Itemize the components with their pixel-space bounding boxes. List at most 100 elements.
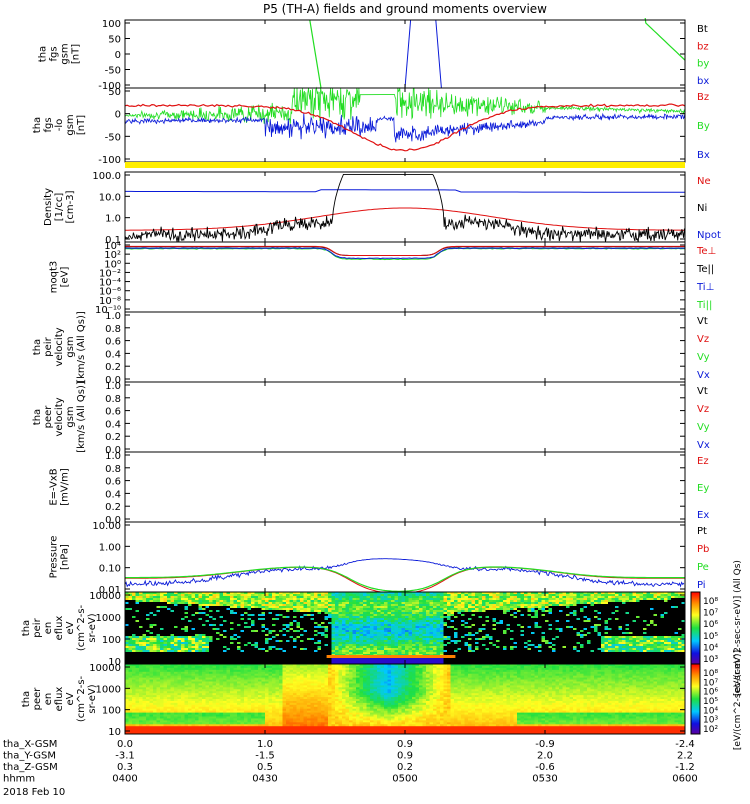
series-pi	[125, 559, 684, 587]
series-bx	[433, 20, 441, 88]
series-pe	[125, 567, 685, 591]
series-ti-perp	[125, 248, 685, 259]
ylabel-line: tha	[32, 409, 43, 425]
ytick-label: 0	[115, 110, 121, 121]
legend-entry: Vx	[697, 370, 710, 381]
legend-entry: Ti||	[696, 300, 712, 311]
ytick-label: 0	[115, 50, 121, 61]
ylabel-line: [km/s (All Qs)]	[76, 311, 87, 383]
ytick-label: 50	[108, 35, 121, 46]
ylabel-line: [cm-3]	[65, 190, 76, 223]
legend-entry: By	[697, 121, 710, 132]
ylabel-line: [nPa]	[60, 544, 71, 570]
ytick-label: 1.0	[105, 214, 121, 225]
ylabel-line: Density	[43, 188, 54, 226]
series-bz	[125, 104, 685, 151]
legend-entry: Vt	[697, 316, 708, 327]
chart-title: P5 (TH-A) fields and ground moments over…	[263, 2, 547, 16]
ylabel-line: tha	[32, 339, 43, 355]
legend-entry: Ez	[697, 456, 709, 467]
ylabel-line: tha	[32, 117, 43, 133]
legend-entry: Npot	[697, 230, 721, 241]
ylabel-line: -lo	[54, 119, 65, 132]
legend-entry: bx	[697, 76, 709, 87]
panel-border	[125, 172, 685, 242]
ylabel-line: velocity	[54, 397, 65, 436]
legend-entry: Te⊥	[696, 246, 716, 257]
panel-border	[125, 452, 685, 522]
legend-entry: bz	[697, 41, 709, 52]
series-npot	[125, 190, 685, 193]
ylabel-line: [mV/m]	[60, 468, 71, 506]
ylabel-line: gsm	[65, 114, 76, 135]
panel-border	[125, 242, 685, 312]
legend-entry: Bx	[697, 150, 710, 161]
ytick-label: 0.4	[105, 349, 121, 360]
ytick-label: 1.0	[105, 381, 121, 392]
legend-entry: Ey	[697, 483, 709, 494]
ylabel-line: peer	[43, 405, 54, 429]
legend-entry: Vz	[697, 334, 709, 345]
ytick-label: 1.00	[99, 542, 121, 553]
ytick-label: -100	[98, 155, 121, 166]
legend-entry: by	[697, 59, 709, 70]
panel-border	[125, 20, 685, 88]
ytick-label: 0.4	[105, 489, 121, 500]
legend-entry: Ex	[697, 510, 709, 521]
ylabel-line: tha	[38, 46, 49, 62]
ylabel-line: gsm	[65, 406, 76, 427]
legend-entry: Bz	[697, 92, 709, 103]
ytick-label: 0.2	[105, 362, 121, 373]
ytick-label: 0.8	[105, 394, 121, 405]
ylabel-line: gsm	[65, 336, 76, 357]
legend-entry: Vt	[697, 386, 708, 397]
ylabel-line: [km/s (All Qs)]	[76, 381, 87, 453]
ytick-label: 0.8	[105, 324, 121, 335]
ylabel-line: Pressure	[49, 536, 60, 579]
legend-entry: Pi	[697, 580, 706, 591]
ylabel-line: peir	[43, 336, 54, 356]
ylabel-line: E=-VxB	[49, 468, 60, 505]
ylabel-line: [nT]	[76, 115, 87, 135]
ytick-label: 100	[102, 19, 121, 30]
legend-entry: Pt	[697, 526, 707, 537]
ytick-label: 0.8	[105, 464, 121, 475]
series-ne	[125, 208, 685, 230]
ylabel-line: fgs	[43, 117, 54, 132]
ylabel-line: fgs	[49, 46, 60, 61]
ytick-label: -50	[105, 132, 121, 143]
ytick-label: 0.10	[99, 564, 121, 575]
ytick-label: 0.6	[105, 337, 121, 348]
ytick-label: 0.2	[105, 502, 121, 513]
ytick-label: 1.0	[105, 451, 121, 462]
ytick-label: 0.2	[105, 432, 121, 443]
ylabel-line: gsm	[60, 43, 71, 64]
series-by	[310, 20, 321, 88]
legend-entry: Pe	[697, 562, 709, 573]
legend-entry: Te||	[696, 264, 714, 275]
legend-entry: Ne	[697, 176, 711, 187]
legend-entry: Pb	[697, 544, 709, 555]
legend-entry: Vy	[697, 422, 710, 433]
panel-density: 100.010.01.00.1Density[1/cc][cm-3]NeNiNp…	[43, 171, 721, 246]
ylabel-line: [nT]	[71, 44, 82, 64]
ytick-label: -50	[105, 66, 121, 77]
data-flag-bar	[125, 162, 685, 168]
ytick-label: 0.6	[105, 477, 121, 488]
ytick-label: 0.4	[105, 419, 121, 430]
panel-temp: 10⁴10²10⁰10⁻²10⁻⁴10⁻⁶10⁻⁸10⁻¹⁰moqt3[eV]T…	[49, 241, 717, 316]
panel-border	[125, 312, 685, 382]
ytick-label: 100.0	[92, 171, 121, 182]
legend-entry: Vy	[697, 352, 710, 363]
ylabel-line: [eV]	[60, 267, 71, 288]
ylabel-line: velocity	[54, 327, 65, 366]
ytick-label: 1.0	[105, 311, 121, 322]
legend-entry: Ti⊥	[696, 282, 714, 293]
ytick-label: 50	[108, 87, 121, 98]
